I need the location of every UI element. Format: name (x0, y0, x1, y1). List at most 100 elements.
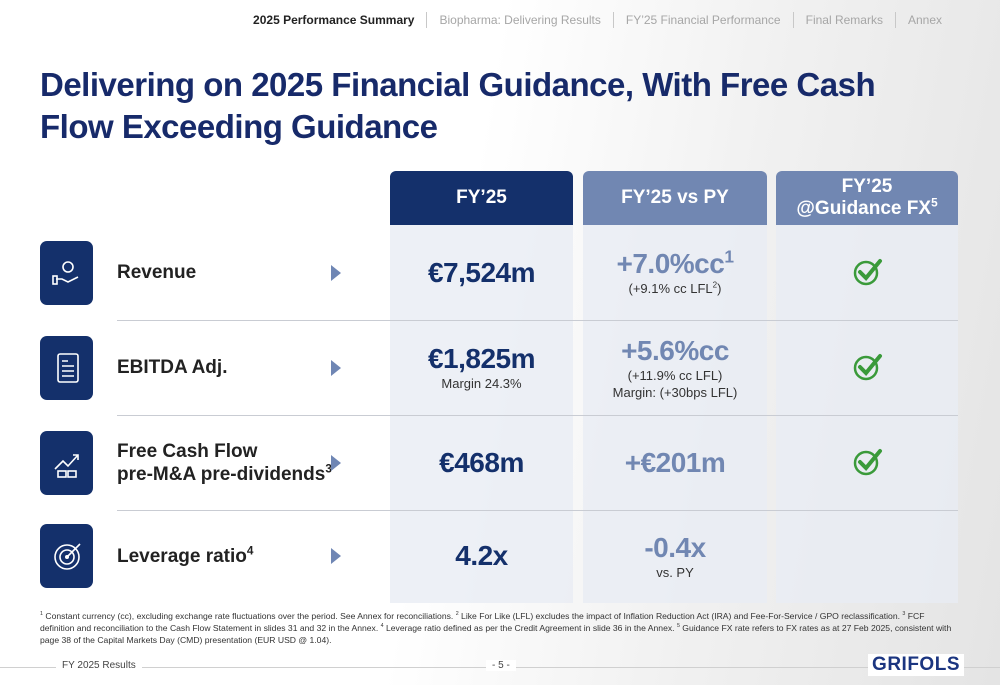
check (853, 258, 882, 285)
text: (+9.1% cc LFL (628, 281, 713, 296)
header-line: FY’25 (842, 176, 893, 198)
superscript: 4 (380, 623, 384, 630)
cell: €7,524m (390, 225, 573, 320)
column-body (583, 225, 767, 603)
row-icon (40, 240, 93, 305)
text: ) (717, 281, 722, 296)
cell-note: vs. PY (656, 564, 694, 581)
text: FY’25 (456, 187, 507, 208)
text: FY’25 (841, 176, 893, 197)
cell-value: +5.6%cc (621, 335, 729, 367)
cell: +7.0%cc1 (+9.1% cc LFL2) (583, 225, 767, 320)
text: €1,825m (427, 343, 536, 374)
nav-item[interactable]: Annex (894, 12, 954, 28)
header-line: @Guidance FX5 (796, 196, 938, 220)
text: Free Cash Flow (117, 440, 258, 462)
row-arrow (331, 548, 341, 569)
row-icon (40, 524, 93, 588)
text: Margin 24.3% (441, 376, 522, 391)
text: Constant currency (cc), excluding exchan… (42, 611, 456, 621)
text: Margin: (+30bps LFL) (612, 384, 738, 400)
row-icon (40, 335, 93, 400)
row-separator (117, 510, 958, 511)
text: FCF definition and reconciliation to the… (40, 611, 925, 633)
icon (51, 260, 78, 285)
text: Guidance FX rate refers to FX rates as a… (40, 623, 952, 645)
cell-value: €468m (439, 447, 524, 479)
text: +€201m (624, 446, 726, 478)
text: @Guidance FX (796, 198, 932, 219)
cell: €1,825m Margin 24.3% (390, 320, 573, 415)
text: 4.2x (455, 540, 508, 571)
cell-value: +€201m (625, 447, 726, 479)
text: Leverage ratio (117, 545, 247, 567)
superscript: 5 (931, 196, 938, 210)
check-icon (853, 447, 883, 482)
row-label: Revenue (117, 225, 196, 320)
text: +7.0%cc (616, 248, 725, 279)
row-label: Leverage ratio4 (117, 510, 253, 602)
icon (53, 453, 79, 478)
label-line: pre-M&A pre-dividends3 (117, 463, 332, 486)
header-line: FY’25 vs PY (621, 187, 729, 209)
arrow (331, 264, 341, 281)
cell-value: €7,524m (427, 256, 536, 289)
footnotes: 1 Constant currency (cc), excluding exch… (40, 610, 960, 646)
column-body (776, 225, 958, 603)
title: Delivering on 2025 Financial Guidance, W… (40, 66, 876, 145)
nav-item[interactable]: Biopharma: Delivering Results (426, 12, 612, 28)
text: Leverage ratio defined as per the Credit… (383, 623, 677, 633)
superscript: 3 (325, 462, 332, 476)
icon (56, 352, 79, 383)
column-body (390, 225, 573, 603)
text: +5.6%cc (621, 334, 729, 366)
text: EBITDA Adj. (117, 357, 228, 378)
row-separator (117, 415, 958, 416)
cell-value: -0.4x (644, 531, 706, 564)
cell-value: €1,825m (427, 343, 536, 375)
text: €468m (439, 446, 524, 478)
label-line: Free Cash Flow (117, 440, 332, 463)
nav-item[interactable]: FY’25 Financial Performance (612, 12, 793, 28)
cell: -0.4x vs. PY (583, 510, 767, 602)
cell-note: Margin: (+30bps LFL) (613, 384, 738, 401)
text: Revenue (117, 262, 197, 283)
label-line: EBITDA Adj. (117, 356, 227, 379)
check-icon (853, 257, 883, 292)
label-line: Leverage ratio4 (117, 545, 253, 568)
row-icon (40, 430, 93, 495)
check-icon (853, 352, 883, 387)
text: €7,524m (427, 256, 536, 288)
cell-value: +7.0%cc1 (617, 248, 734, 280)
column-header: FY’25 (390, 171, 573, 225)
label-line: Revenue (117, 261, 196, 284)
footer-left: FY 2025 Results (56, 660, 142, 671)
text: FY’25 vs PY (621, 187, 729, 208)
superscript: 1 (724, 246, 734, 267)
text: Like For Like (LFL) excludes the impact … (458, 611, 903, 621)
header-line: FY’25 (456, 187, 507, 209)
row-arrow (331, 454, 341, 476)
superscript: 5 (676, 623, 680, 630)
nav-item[interactable]: Final Remarks (792, 12, 895, 28)
row-separator (117, 320, 958, 321)
check (853, 353, 882, 380)
row-arrow (331, 359, 341, 381)
check (853, 448, 882, 475)
brand-logo: GRIFOLS (868, 654, 964, 676)
nav-item[interactable]: 2025 Performance Summary (253, 13, 415, 27)
superscript: 1 (40, 611, 43, 618)
row-label: EBITDA Adj. (117, 320, 227, 415)
text: pre-M&A pre-dividends (117, 463, 326, 485)
superscript: 4 (246, 544, 254, 558)
cell-note: (+11.9% cc LFL) (628, 367, 723, 384)
arrow (331, 454, 341, 471)
column-header: FY’25 vs PY (583, 171, 767, 225)
superscript: 3 (902, 611, 906, 618)
nav-bar: 2025 Performance Summary Biopharma: Deliv… (241, 12, 954, 28)
text: vs. PY (656, 564, 694, 580)
cell: +€201m (583, 415, 767, 510)
column-header: FY’25 @Guidance FX5 (776, 171, 958, 225)
text: -0.4x (644, 531, 706, 563)
cell: +5.6%cc (+11.9% cc LFL) Margin: (+30bps LF… (583, 320, 767, 415)
